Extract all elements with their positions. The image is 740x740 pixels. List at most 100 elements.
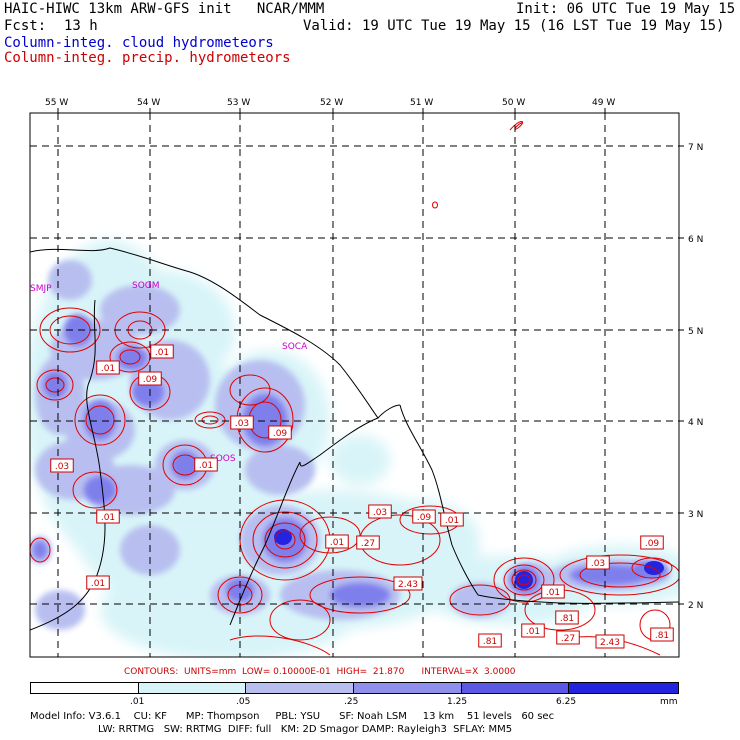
contour-label-text: .81	[483, 637, 497, 647]
contour-label-text: .03	[55, 462, 69, 472]
lon-label-52w: 52 W	[320, 98, 343, 108]
contour-label-text: .01	[101, 364, 115, 374]
scale-bin-0	[31, 683, 139, 693]
contour-label-text: .01	[445, 516, 459, 526]
contour-low: LOW= 0.10000E-01	[242, 667, 331, 677]
lat-label-4n: 4 N	[688, 418, 703, 428]
lon-label-53w: 53 W	[227, 98, 250, 108]
contour-label-text: .03	[373, 508, 387, 518]
country-borders	[30, 299, 379, 631]
contour-label-box: .03	[586, 555, 610, 570]
contour-label-box: .01	[150, 344, 174, 359]
lat-lon-grid	[30, 113, 679, 657]
scale-tick-0: .01	[130, 697, 145, 707]
contour-label-text: .09	[143, 375, 158, 385]
contour-info-label: CONTOURS:	[124, 667, 179, 677]
contour-label-text: .01	[330, 538, 344, 548]
plot-title: HAIC-HIWC 13km ARW-GFS init NCAR/MMM	[4, 1, 325, 17]
forecast-label: Fcst:	[4, 18, 47, 34]
contour-label-box: .27	[556, 630, 580, 645]
station-soos: SOOS	[210, 454, 236, 464]
scale-bin-5	[569, 683, 679, 693]
contour-high: HIGH= 21.870	[336, 667, 405, 677]
contour-label-box: .09	[640, 535, 664, 550]
contour-label-box: .01	[86, 575, 110, 590]
scale-bin-2	[246, 683, 355, 693]
contour-label-text: .01	[199, 461, 213, 471]
contour-label-box: .01	[96, 360, 120, 375]
contour-units: UNITS=mm	[184, 667, 237, 677]
station-soca: SOCA	[282, 342, 308, 352]
contour-label-box: .01	[440, 512, 464, 527]
contour-label-text: .09	[417, 513, 432, 523]
lon-label-49w: 49 W	[592, 98, 615, 108]
contour-label-text: .03	[235, 419, 249, 429]
contour-label-box: 2.43	[595, 634, 625, 649]
station-smjp: SMJP	[30, 284, 52, 294]
contour-label-text: .27	[561, 634, 575, 644]
coastline	[30, 247, 679, 604]
contour-label-text: 2.43	[600, 638, 620, 648]
contour-labels: .01 .01 .09 .03 .09 .03 .01 .01 .03 .09 .01 .01 .27.…	[50, 344, 674, 649]
contour-label-box: .03	[50, 458, 74, 473]
scale-tick-1: .05	[236, 697, 251, 707]
field-cloud-label: Column-integ. cloud hydrometeors	[4, 35, 274, 51]
contour-label-text: .01	[101, 513, 115, 523]
init-time: Init: 06 UTC Tue 19 May 15	[516, 1, 736, 17]
lat-label-6n: 6 N	[688, 235, 703, 245]
color-scale-bar	[30, 682, 679, 694]
contour-label-box: .09	[268, 425, 292, 440]
contour-label-text: .01	[91, 579, 105, 589]
contour-label-box: .01	[541, 584, 565, 599]
scale-bin-4	[461, 683, 570, 693]
field-precip-label: Column-integ. precip. hydrometeors	[4, 50, 291, 66]
valid-time: Valid: 19 UTC Tue 19 May 15 (16 LST Tue …	[303, 18, 725, 34]
contour-label-text: .27	[361, 539, 375, 549]
model-info-line2: LW: RRTMG SW: RRTMG DIFF: full KM: 2D Sm…	[98, 724, 513, 735]
contour-label-text: .01	[526, 627, 540, 637]
lon-label-50w: 50 W	[502, 98, 525, 108]
contour-label-text: .01	[546, 588, 560, 598]
scale-tick-3: 1.25	[447, 697, 468, 707]
lat-label-2n: 2 N	[688, 601, 703, 611]
model-info-line1: Model Info: V3.6.1 CU: KF MP: Thompson P…	[30, 711, 555, 722]
lat-label-5n: 5 N	[688, 327, 703, 337]
scale-tick-4: 6.25	[556, 697, 577, 707]
contour-label-box: .01	[194, 457, 218, 472]
contour-label-text: .09	[273, 429, 288, 439]
lon-label-54w: 54 W	[137, 98, 160, 108]
contour-label-box: .01	[325, 534, 349, 549]
contour-interval: INTERVAL=X 3.0000	[421, 667, 516, 677]
contour-info: CONTOURS: UNITS=mm LOW= 0.10000E-01 HIGH…	[124, 667, 516, 677]
scale-bin-3	[354, 683, 462, 693]
contour-label-text: .01	[155, 348, 169, 358]
contour-label-text: .03	[591, 559, 605, 569]
contour-label-box: .81	[555, 610, 579, 625]
contour-label-box: .03	[230, 415, 254, 430]
lat-label-3n: 3 N	[688, 510, 703, 520]
map-frame	[29, 112, 680, 658]
map-area: SMJP SOGM SOCA SOOS .01.01.09.03.09.03.0…	[30, 113, 679, 657]
scale-unit: mm	[660, 697, 678, 707]
contour-label-text: .81	[560, 614, 574, 624]
contour-label-box: 2.43	[393, 576, 423, 591]
longitude-ticks	[57, 108, 606, 113]
contour-label-box: .03	[368, 504, 392, 519]
contour-label-box: .81	[478, 633, 502, 648]
forecast-hour: 13 h	[64, 18, 98, 34]
contour-label-text: .09	[645, 539, 660, 549]
contour-label-box: .01	[521, 623, 545, 638]
scale-bin-1	[138, 683, 247, 693]
contour-label-text: .81	[655, 631, 669, 641]
station-sogm: SOGM	[132, 281, 160, 291]
contour-label-box: .09	[412, 509, 436, 524]
contour-label-box: .27	[356, 535, 380, 550]
contour-label-box: .09	[138, 371, 162, 386]
latitude-ticks	[679, 145, 684, 605]
lon-label-55w: 55 W	[45, 98, 68, 108]
lon-label-51w: 51 W	[410, 98, 433, 108]
contour-label-text: 2.43	[398, 580, 418, 590]
lat-label-7n: 7 N	[688, 143, 703, 153]
scale-tick-2: .25	[344, 697, 359, 707]
